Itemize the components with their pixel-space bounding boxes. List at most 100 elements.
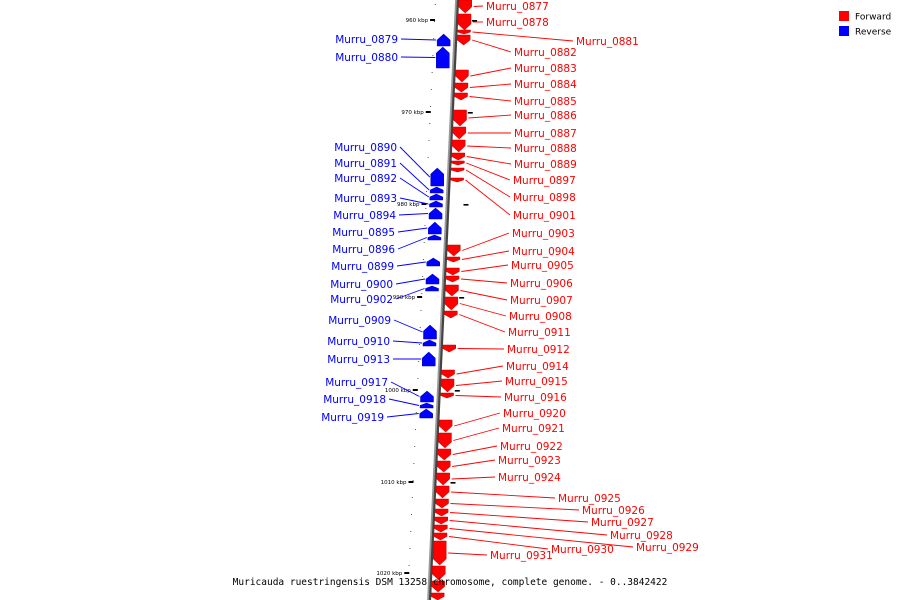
forward-gene (433, 532, 448, 541)
forward-gene-leader (456, 365, 504, 375)
forward-gene (445, 284, 459, 297)
forward-gene-leader (462, 232, 510, 251)
forward-gene-leader (449, 528, 634, 548)
forward-gene-label: Murru_0921 (502, 423, 565, 435)
reverse-gene-leader (393, 319, 423, 333)
tick-label: 1020 kbp (376, 571, 402, 577)
tick-mark-right (467, 112, 473, 114)
tick-mark (417, 296, 423, 298)
forward-gene-label: Murru_0911 (508, 327, 571, 339)
forward-gene-leader (465, 169, 511, 198)
forward-gene-label: Murru_0888 (514, 143, 577, 155)
reverse-gene-label: Murru_0894 (333, 210, 396, 222)
forward-gene (458, 0, 472, 14)
tick-mark (425, 111, 431, 113)
forward-gene (436, 472, 450, 486)
forward-gene (447, 244, 461, 257)
forward-gene-leader (452, 459, 496, 467)
reverse-gene-label: Murru_0899 (331, 261, 394, 273)
forward-gene-label: Murru_0924 (498, 472, 561, 484)
reverse-gene (436, 46, 450, 69)
reverse-gene-label: Murru_0895 (332, 227, 395, 239)
scale-dot (421, 293, 423, 294)
forward-gene (441, 369, 455, 379)
forward-gene (456, 34, 471, 46)
forward-gene-leader (449, 520, 608, 536)
scale-dot (418, 344, 420, 345)
chromosome-backbone (427, 0, 457, 600)
forward-gene-label: Murru_0927 (591, 517, 654, 529)
tick-mark-right (472, 20, 478, 22)
forward-gene (455, 69, 469, 83)
forward-gene-label: Murru_0898 (513, 192, 576, 204)
reverse-gene-label: Murru_0880 (335, 52, 398, 64)
forward-gene-leader (461, 264, 509, 272)
forward-gene (457, 29, 471, 35)
tick-label: 960 kbp (406, 18, 429, 24)
reverse-gene-label: Murru_0917 (325, 377, 388, 389)
reverse-gene-label: Murru_0918 (323, 394, 386, 406)
tick-label: 1000 kbp (385, 388, 411, 394)
scale-dot (417, 378, 419, 379)
chromosome-backbone-shadow (427, 0, 460, 600)
forward-gene (454, 82, 469, 93)
forward-gene (442, 344, 456, 353)
scale-dot (425, 208, 427, 209)
forward-gene-leader (469, 96, 512, 102)
forward-gene (434, 524, 448, 533)
forward-gene-leader (448, 536, 549, 550)
forward-gene (451, 152, 465, 161)
forward-gene-leader (455, 395, 502, 398)
scale-dot (409, 548, 411, 549)
forward-gene-leader (466, 156, 512, 165)
forward-gene-label: Murru_0878 (486, 17, 549, 29)
scale-dot (430, 89, 432, 90)
scale-dot (408, 565, 410, 566)
reverse-gene-leader (392, 340, 423, 344)
reverse-gene-leader (397, 237, 428, 250)
reverse-gene-label: Murru_0909 (328, 315, 391, 327)
reverse-gene (428, 221, 442, 235)
forward-gene (432, 540, 447, 566)
reverse-gene-leader (398, 213, 429, 216)
forward-gene (450, 177, 464, 183)
reverse-gene (428, 207, 443, 220)
forward-gene-leader (460, 290, 508, 301)
forward-gene-label: Murru_0877 (486, 1, 549, 13)
forward-gene-label: Murru_0920 (503, 408, 566, 420)
forward-gene (451, 139, 466, 153)
reverse-gene-leader (396, 261, 426, 267)
scale-dot (430, 106, 432, 107)
forward-gene-label: Murru_0883 (514, 63, 577, 75)
forward-gene-leader (466, 162, 511, 181)
forward-gene (438, 432, 452, 449)
scale-dot (423, 242, 425, 243)
reverse-gene (429, 200, 443, 208)
tick-mark-right (454, 390, 460, 392)
reverse-gene-leader (390, 381, 420, 397)
forward-gene-label: Murru_0887 (514, 128, 577, 140)
forward-gene-label: Murru_0882 (514, 47, 577, 59)
tick-mark (412, 389, 418, 391)
reverse-gene-leader (397, 227, 428, 233)
scale-dot (411, 497, 413, 498)
forward-gene-leader (451, 476, 496, 480)
reverse-gene-leader (399, 197, 429, 205)
forward-gene-leader (459, 303, 507, 317)
reverse-gene-label: Murru_0919 (321, 412, 384, 424)
forward-gene (454, 92, 468, 101)
forward-gene-label: Murru_0897 (513, 175, 576, 187)
tick-mark (430, 19, 436, 21)
forward-gene (436, 460, 451, 473)
scale-dot (426, 191, 428, 192)
forward-gene-label: Murru_0907 (510, 295, 573, 307)
scale-dot (419, 327, 421, 328)
scale-dot (418, 361, 420, 362)
reverse-gene (419, 408, 433, 419)
scale-dot (424, 225, 426, 226)
reverse-gene (422, 339, 437, 347)
reverse-gene (421, 351, 436, 367)
forward-gene-label: Murru_0906 (510, 278, 573, 290)
legend-swatch-forward (839, 11, 849, 21)
